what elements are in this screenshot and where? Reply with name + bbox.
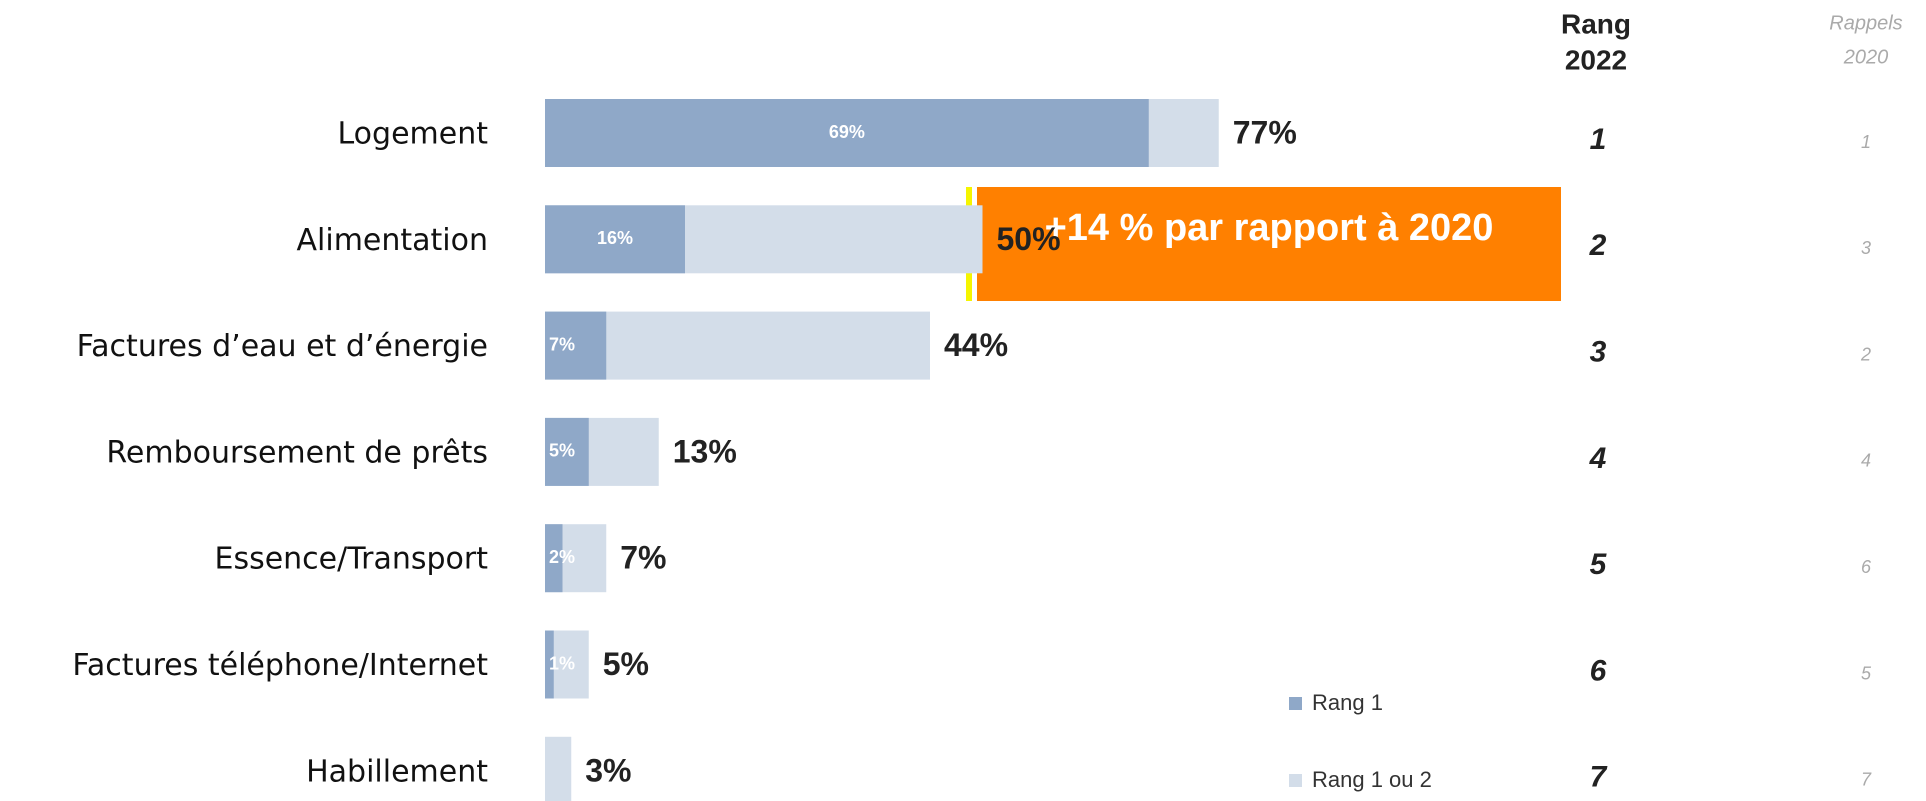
value-label: 16% (597, 228, 633, 248)
bar (545, 524, 563, 593)
category-label: Alimentation (297, 223, 489, 258)
value-label: 3% (585, 752, 631, 788)
value-label: 13% (673, 433, 737, 469)
rank-2022: 3 (1590, 336, 1607, 369)
recall-2020: 6 (1861, 557, 1872, 577)
bar (545, 736, 572, 801)
rank-2022: 1 (1590, 123, 1607, 156)
legend-label: Rang 1 ou 2 (1312, 767, 1432, 792)
recall-2020: 1 (1861, 132, 1871, 152)
bar (545, 99, 1149, 167)
rank-2022: 4 (1589, 442, 1607, 475)
bar (545, 311, 930, 380)
recall-2020: 2 (1860, 344, 1871, 364)
recall-header: 2020 (1843, 46, 1889, 68)
annotation-box (977, 187, 1561, 301)
legend-swatch (1289, 697, 1302, 710)
category-label: Essence/Transport (214, 542, 488, 577)
value-label: 2% (549, 547, 575, 567)
value-label: 69% (829, 122, 865, 142)
value-label: 44% (944, 327, 1008, 363)
legend-label: Rang 1 (1312, 690, 1383, 715)
recall-2020: 4 (1861, 451, 1871, 471)
recall-header: Rappels (1829, 12, 1902, 34)
annotation: +14 % par rapport à 2020 (1045, 207, 1494, 249)
value-label: 77% (1233, 114, 1297, 150)
recall-2020: 7 (1861, 770, 1872, 790)
bar (545, 205, 685, 274)
category-label: Remboursement de prêts (106, 435, 488, 470)
value-label: 50% (997, 221, 1061, 257)
value-label: 5% (549, 441, 575, 461)
category-label: Factures d’eau et d’énergie (77, 329, 488, 364)
value-label: 5% (603, 646, 649, 682)
value-label: 7% (620, 540, 666, 576)
rank-2022: 5 (1590, 548, 1608, 581)
legend-swatch (1289, 774, 1302, 787)
value-label: 7% (549, 334, 575, 354)
rank-header: Rang (1561, 8, 1631, 39)
bar (545, 630, 554, 699)
value-label: 1% (549, 653, 575, 673)
rank-2022: 7 (1590, 761, 1608, 794)
rank-2022: 6 (1590, 654, 1607, 687)
recall-2020: 3 (1861, 238, 1871, 258)
category-label: Factures téléphone/Internet (72, 648, 488, 683)
category-label: Habillement (306, 754, 488, 789)
recall-2020: 5 (1861, 663, 1872, 683)
rank-2022: 2 (1589, 229, 1607, 262)
bar (545, 311, 607, 380)
bar (545, 417, 589, 486)
category-label: Logement (338, 117, 489, 152)
rank-header: 2022 (1565, 44, 1627, 75)
